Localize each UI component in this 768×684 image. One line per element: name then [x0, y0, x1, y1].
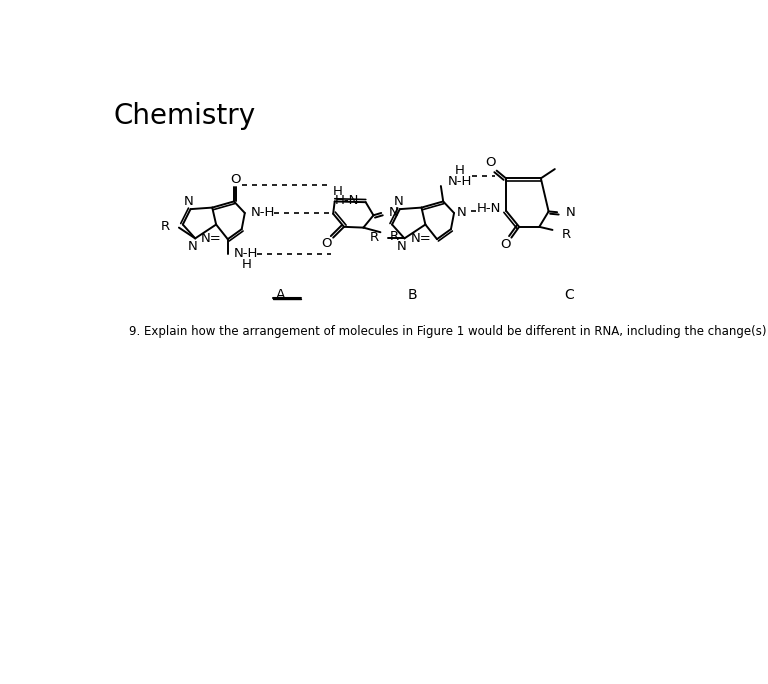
- Text: N: N: [188, 239, 197, 252]
- Text: N=: N=: [410, 232, 431, 245]
- Text: R: R: [369, 231, 379, 244]
- Text: A: A: [276, 287, 285, 302]
- Text: C: C: [564, 287, 574, 302]
- Text: R: R: [562, 228, 571, 241]
- Text: O: O: [485, 157, 495, 170]
- Text: N-H: N-H: [447, 175, 472, 188]
- Text: N: N: [457, 206, 467, 219]
- Text: N: N: [397, 239, 407, 252]
- Text: H: H: [333, 185, 343, 198]
- Text: O: O: [322, 237, 333, 250]
- Text: B: B: [407, 287, 417, 302]
- Text: N=: N=: [201, 232, 222, 245]
- Text: 9. Explain how the arrangement of molecules in Figure 1 would be different in RN: 9. Explain how the arrangement of molecu…: [128, 326, 768, 339]
- Text: R: R: [390, 231, 399, 244]
- Text: O: O: [501, 238, 511, 251]
- Text: N: N: [184, 195, 194, 208]
- Text: H: H: [241, 258, 251, 271]
- Text: O: O: [230, 172, 240, 185]
- Text: N-H: N-H: [251, 206, 276, 219]
- Text: H: H: [455, 164, 465, 177]
- Text: H-N: H-N: [335, 194, 359, 207]
- Text: Chemistry: Chemistry: [113, 102, 255, 130]
- Text: N: N: [565, 207, 575, 220]
- Text: N: N: [389, 207, 399, 220]
- Text: N-H: N-H: [234, 246, 259, 259]
- Text: N: N: [393, 195, 403, 208]
- Text: R: R: [161, 220, 170, 233]
- Text: H-N: H-N: [477, 202, 501, 215]
